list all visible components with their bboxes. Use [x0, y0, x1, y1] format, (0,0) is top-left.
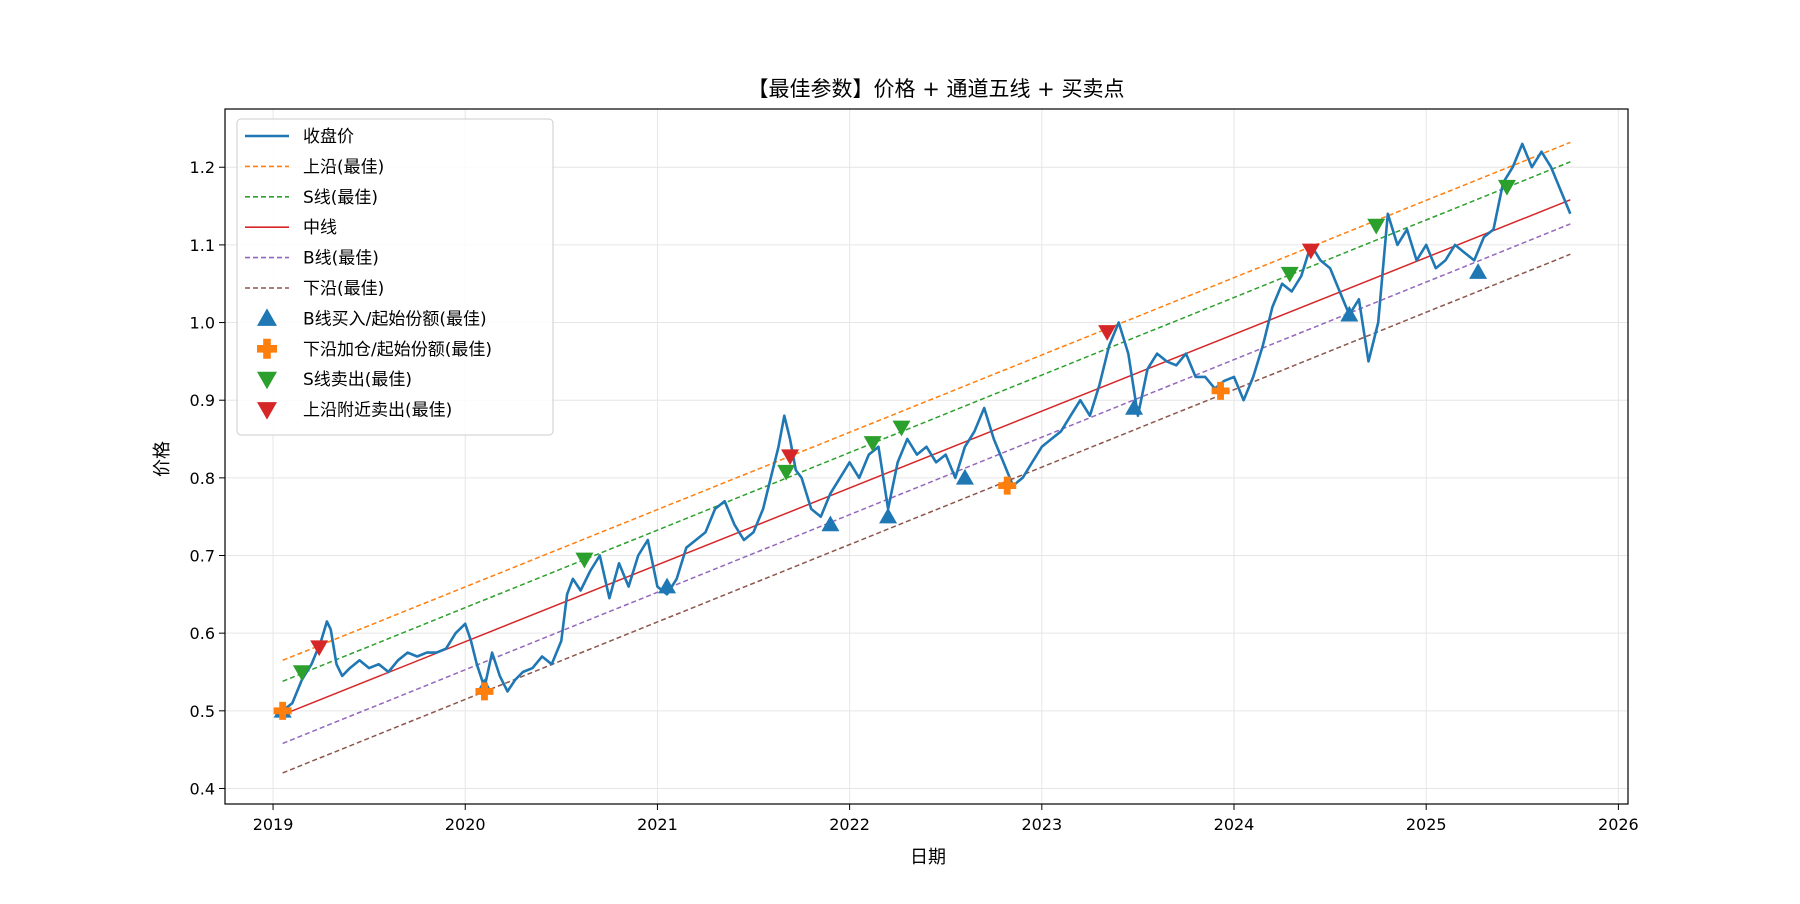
marker-triangle-down-S线卖出(最佳) [863, 436, 882, 452]
x-tick-label: 2021 [637, 815, 678, 834]
plot-frame [224, 108, 1629, 805]
marker-triangle-down-上沿附近卖出(最佳) [310, 640, 329, 657]
legend-swatch-triangle-up [257, 308, 277, 326]
legend-swatch-triangle-down [257, 371, 277, 390]
legend-label: 上沿(最佳) [303, 157, 384, 177]
y-tick-label: 0.9 [190, 391, 215, 410]
x-tick-label: 2020 [445, 815, 486, 834]
marker-triangle-up-B线买入/起始份额(最佳) [821, 515, 840, 532]
marker-triangle-down-上沿附近卖出(最佳) [1098, 325, 1117, 341]
axis-ticks: 2019 2020 2021 2022 2023 2024 2025 2026 0.4 0.5 0.… [190, 158, 1639, 834]
legend-label: 下沿(最佳) [303, 279, 384, 299]
y-tick-label: 1.1 [190, 236, 215, 255]
channel-lines [282, 141, 1571, 774]
channel-line-下沿(最佳) [282, 253, 1571, 774]
marker-plus-下沿加仓/起始份额(最佳) [273, 701, 292, 720]
marker-triangle-down-S线卖出(最佳) [1497, 179, 1516, 196]
chart-title: 【最佳参数】价格 + 通道五线 + 买卖点 [748, 77, 1125, 101]
legend-label: 收盘价 [303, 127, 354, 147]
legend-label: 上沿附近卖出(最佳) [303, 401, 452, 421]
channel-line-上沿(最佳) [282, 141, 1571, 662]
grid-lines [225, 109, 1628, 804]
marker-triangle-down-S线卖出(最佳) [292, 665, 311, 681]
legend-label: B线买入/起始份额(最佳) [303, 309, 487, 329]
y-tick-label: 0.7 [190, 547, 215, 566]
marker-triangle-down-S线卖出(最佳) [892, 420, 911, 437]
x-tick-label: 2019 [253, 815, 294, 834]
legend-label: 中线 [303, 218, 337, 238]
x-tick-label: 2023 [1021, 815, 1062, 834]
y-tick-label: 1.0 [190, 314, 215, 333]
marker-triangle-up-B线买入/起始份额(最佳) [955, 468, 974, 485]
y-tick-label: 1.2 [190, 158, 215, 177]
marker-triangle-up-B线买入/起始份额(最佳) [1340, 305, 1359, 322]
y-tick-label: 0.4 [190, 779, 215, 798]
channel-line-中线 [282, 199, 1571, 716]
marker-plus-下沿加仓/起始份额(最佳) [1211, 381, 1230, 400]
marker-triangle-up-B线买入/起始份额(最佳) [879, 507, 898, 524]
x-tick-label: 2024 [1214, 815, 1255, 834]
legend-swatch-triangle-down [257, 402, 277, 420]
marker-plus-下沿加仓/起始份额(最佳) [475, 682, 494, 701]
x-tick-label: 2025 [1406, 815, 1447, 834]
y-axis-label: 价格 [152, 441, 173, 477]
legend-box [236, 118, 554, 436]
marker-triangle-up-B线买入/起始份额(最佳) [658, 577, 677, 594]
legend-label: B线(最佳) [303, 249, 379, 269]
y-tick-label: 0.8 [190, 469, 215, 488]
marker-triangle-down-S线卖出(最佳) [1367, 218, 1386, 235]
legend-label: S线卖出(最佳) [303, 370, 412, 390]
marker-triangle-up-B线买入/起始份额(最佳) [1125, 398, 1144, 415]
marker-triangle-down-S线卖出(最佳) [1280, 266, 1299, 283]
marker-triangle-down-S线卖出(最佳) [575, 552, 594, 569]
marker-triangle-down-上沿附近卖出(最佳) [1301, 243, 1320, 260]
legend-label: S线(最佳) [303, 188, 378, 208]
trade-markers [273, 179, 1516, 720]
legend-swatch-plus [257, 338, 277, 359]
x-tick-label: 2026 [1598, 815, 1639, 834]
x-axis-label: 日期 [910, 847, 946, 868]
marker-plus-下沿加仓/起始份额(最佳) [998, 476, 1017, 495]
legend-label: 下沿加仓/起始份额(最佳) [303, 340, 492, 360]
marker-triangle-down-S线卖出(最佳) [777, 464, 796, 481]
marker-triangle-down-上沿附近卖出(最佳) [781, 449, 800, 466]
x-tick-label: 2022 [829, 815, 870, 834]
price-series-line [281, 142, 1572, 712]
marker-triangle-up-B线买入/起始份额(最佳) [1469, 263, 1488, 279]
y-tick-label: 0.6 [190, 624, 215, 643]
y-tick-label: 0.5 [190, 702, 215, 721]
